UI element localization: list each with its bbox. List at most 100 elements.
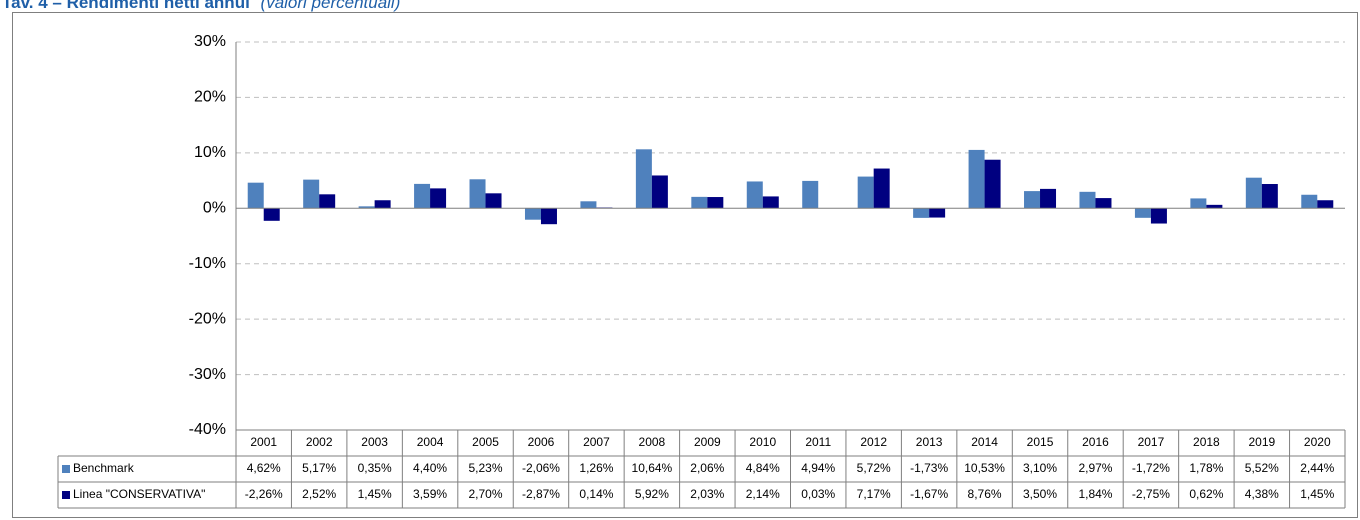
legend-label: Benchmark [73,461,135,475]
y-tick-label: 0% [203,200,226,217]
bar [1095,198,1112,209]
bar [1079,191,1096,209]
bar [746,181,763,209]
data-label: 2,70% [469,487,503,501]
data-label: 7,17% [857,487,891,501]
data-label: 1,45% [1300,487,1334,501]
bar [485,193,502,209]
y-tick-label: -20% [189,310,226,327]
bar [802,180,819,209]
data-label: 5,23% [469,461,503,475]
data-label: 10,64% [632,461,673,475]
data-label: -1,72% [1132,461,1170,475]
x-tick-label: 2010 [749,435,776,449]
bar [1134,208,1151,218]
data-label: -2,06% [522,461,560,475]
bar [707,197,724,209]
data-label: 4,84% [746,461,780,475]
bar [762,196,779,209]
chart-frame [12,12,1358,518]
legend-label: Linea "CONSERVATIVA" [73,487,205,501]
bar [984,159,1001,209]
x-tick-label: 2008 [639,435,666,449]
bar [540,208,557,225]
bar [691,196,708,209]
data-label: 5,52% [1245,461,1279,475]
x-tick-label: 2006 [528,435,555,449]
bar [1206,204,1223,209]
y-tick-label: 10% [194,144,226,161]
data-label: -2,87% [522,487,560,501]
legend-swatch [62,465,70,473]
bar [913,208,930,218]
legend-swatch [62,491,70,499]
bar [1190,198,1207,209]
data-label: 10,53% [964,461,1005,475]
x-tick-label: 2019 [1248,435,1275,449]
bar [1150,208,1167,224]
bar [929,208,946,218]
x-tick-label: 2011 [805,435,831,449]
y-tick-label: 20% [194,89,226,106]
x-tick-label: 2012 [860,435,887,449]
bar [358,206,375,209]
data-label: 3,50% [1023,487,1057,501]
data-label: 2,44% [1300,461,1334,475]
data-label: 1,84% [1078,487,1112,501]
data-label: -2,75% [1132,487,1170,501]
bar [1317,200,1334,209]
x-tick-label: 2009 [694,435,721,449]
x-tick-label: 2005 [472,435,499,449]
x-tick-label: 2003 [361,435,388,449]
bar [1261,184,1278,209]
subtitle: (valori percentuali) [261,0,401,12]
data-label: 2,52% [302,487,336,501]
x-tick-label: 2001 [250,435,277,449]
data-label: -1,67% [910,487,948,501]
data-label: 0,14% [579,487,613,501]
bar [430,188,447,209]
data-label: -2,26% [245,487,283,501]
data-label: 1,26% [579,461,613,475]
data-label: 4,40% [413,461,447,475]
y-tick-label: -40% [189,421,226,438]
y-tick-label: 30% [194,33,226,50]
bar [1040,188,1057,209]
bar [635,149,652,209]
data-label: 0,35% [358,461,392,475]
data-label: 1,78% [1189,461,1223,475]
bar [524,208,541,220]
title: Tav. 4 – Rendimenti netti annui [2,0,250,12]
y-tick-label: -10% [189,255,226,272]
x-tick-label: 2016 [1082,435,1109,449]
data-label: 4,38% [1245,487,1279,501]
bar [247,182,264,209]
data-label: -1,73% [910,461,948,475]
x-tick-label: 2015 [1027,435,1054,449]
x-tick-label: 2018 [1193,435,1220,449]
data-label: 8,76% [968,487,1002,501]
bar [303,179,320,209]
bar [374,200,391,209]
x-tick-label: 2007 [583,435,610,449]
bar [857,176,874,209]
x-tick-label: 2014 [971,435,998,449]
bar [469,179,486,209]
x-tick-label: 2020 [1304,435,1331,449]
data-label: 3,10% [1023,461,1057,475]
bar [873,168,890,209]
data-label: 5,17% [302,461,336,475]
chart-title: Tav. 4 – Rendimenti netti annui (valori … [2,0,400,12]
data-label: 3,59% [413,487,447,501]
data-label: 2,06% [690,461,724,475]
data-label: 2,97% [1078,461,1112,475]
data-label: 0,03% [801,487,835,501]
bar [1301,194,1318,209]
x-tick-label: 2013 [916,435,943,449]
data-label: 4,62% [247,461,281,475]
bar [968,149,985,209]
data-label: 5,72% [857,461,891,475]
data-label: 2,14% [746,487,780,501]
data-label: 2,03% [690,487,724,501]
